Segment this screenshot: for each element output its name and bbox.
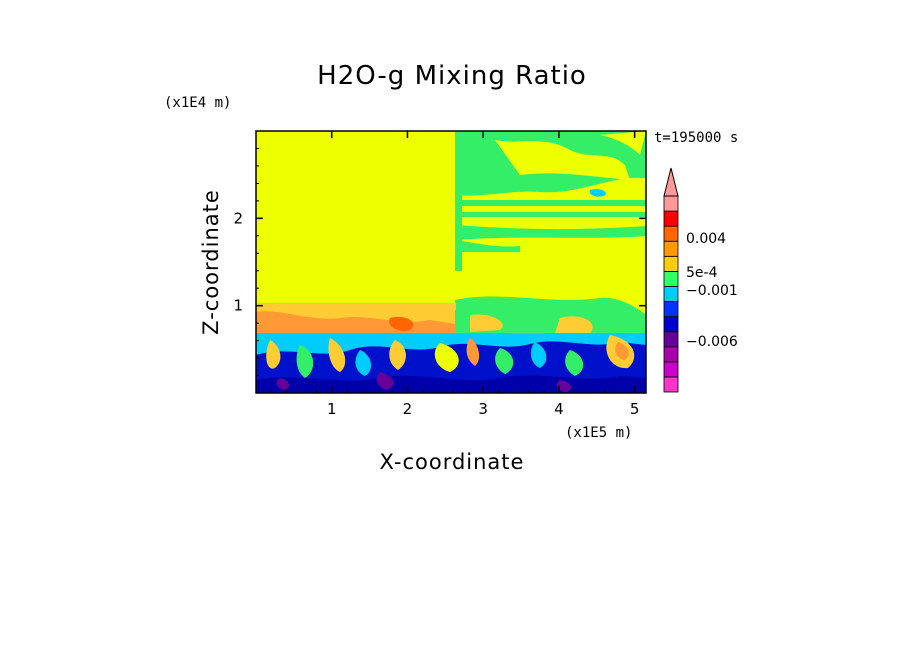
x-tick-label: 5	[630, 400, 640, 418]
y-axis-ticks: 12	[233, 147, 646, 377]
colorbar-swatch	[663, 270, 679, 287]
plot-frame	[255, 130, 647, 394]
colorbar-swatch	[663, 376, 679, 393]
x-tick-label: 4	[554, 400, 564, 418]
x-scale-label: (x1E5 m)	[565, 425, 632, 441]
region-upper-right	[455, 131, 646, 330]
colorbar-swatch	[663, 210, 679, 227]
colorbar: 0.004 5e-4 −0.001 −0.006	[663, 167, 738, 393]
colorbar-swatch	[663, 361, 679, 378]
colorbar-swatch	[663, 346, 679, 363]
x-axis-label: X-coordinate	[380, 450, 525, 474]
colorbar-swatch	[663, 286, 679, 302]
colorbar-swatch	[663, 195, 679, 212]
colorbar-label: 5e-4	[686, 265, 718, 281]
colorbar-label: 0.004	[686, 231, 726, 247]
y-tick-label: 1	[233, 297, 243, 315]
x-tick-label: 1	[327, 400, 337, 418]
chart-title: H2O-g Mixing Ratio	[317, 61, 587, 91]
y-scale-label: (x1E4 m)	[164, 95, 231, 111]
colorbar-label: −0.006	[686, 334, 738, 350]
x-tick-label: 3	[478, 400, 488, 418]
x-axis-ticks: 1 2 3 4 5	[270, 131, 640, 418]
region-orange-band	[256, 303, 646, 333]
time-label: t=195000 s	[654, 130, 738, 146]
y-tick-label: 2	[233, 209, 243, 227]
x-tick-label: 2	[403, 400, 413, 418]
plot-field	[256, 131, 646, 393]
colorbar-extension-arrow	[663, 167, 679, 197]
colorbar-swatch	[663, 331, 679, 348]
y-axis-label: Z-coordinate	[199, 189, 223, 335]
colorbar-swatch	[663, 255, 679, 272]
region-turbulent	[256, 333, 646, 393]
colorbar-swatch	[663, 225, 679, 242]
colorbar-swatch	[663, 316, 679, 333]
colorbar-label: −0.001	[686, 283, 738, 299]
colorbar-swatch	[663, 301, 679, 318]
colorbar-swatch	[663, 240, 679, 257]
